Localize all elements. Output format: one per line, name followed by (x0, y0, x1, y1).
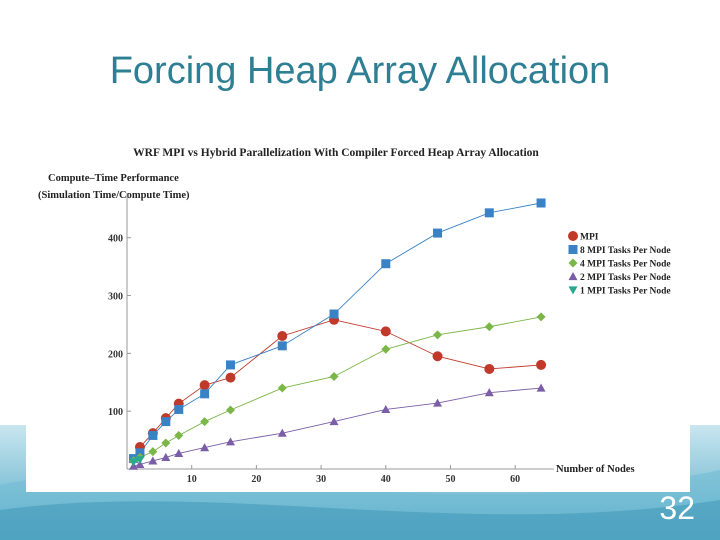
data-point-series-4 (381, 404, 391, 414)
x-axis-label: Number of Nodes (556, 464, 635, 475)
x-tick-label: 30 (316, 474, 326, 485)
y-tick-label: 200 (108, 349, 123, 360)
x-tick-label: 50 (445, 474, 455, 485)
x-tick-label: 60 (510, 474, 520, 485)
data-point-series-4 (226, 437, 236, 446)
data-point-series-4 (161, 452, 171, 462)
data-point-series-3 (174, 430, 184, 440)
data-point-series-1 (432, 351, 443, 362)
series-line-2 (133, 202, 542, 459)
data-point-series-2 (174, 404, 184, 414)
legend-label-4: 2 MPI Tasks Per Node (580, 273, 671, 283)
data-point-series-5 (135, 456, 145, 465)
legend-marker-3 (568, 258, 578, 268)
data-point-series-1 (484, 363, 495, 374)
data-point-series-4 (329, 417, 339, 426)
data-point-series-3 (433, 330, 443, 340)
data-point-series-1 (225, 372, 236, 383)
data-point-series-4 (536, 383, 546, 392)
data-point-series-3 (200, 417, 210, 427)
data-point-series-2 (484, 208, 494, 218)
data-point-series-4 (277, 428, 287, 437)
y-axis-label-line1: Compute–Time Performance (48, 173, 179, 184)
data-point-series-2 (433, 228, 443, 238)
data-point-series-3 (484, 322, 494, 332)
data-point-series-4 (484, 388, 494, 397)
data-point-series-2 (381, 259, 391, 269)
y-axis-label-line2: (Simulation Time/Compute Time) (38, 190, 190, 201)
chart-title: WRF MPI vs Hybrid Parallelization With C… (133, 147, 539, 159)
data-point-series-2 (200, 389, 210, 399)
chart-svg: WRF MPI vs Hybrid Parallelization With C… (38, 147, 671, 485)
data-point-series-3 (329, 371, 339, 381)
data-point-series-2 (161, 417, 171, 427)
legend-label-2: 8 MPI Tasks Per Node (580, 246, 671, 256)
data-point-series-4 (433, 398, 443, 407)
legend-marker-2 (568, 245, 578, 254)
data-point-series-3 (148, 447, 158, 457)
legend-label-3: 4 MPI Tasks Per Node (580, 260, 671, 270)
x-tick-label: 10 (187, 474, 197, 485)
data-point-series-3 (277, 383, 287, 393)
data-point-series-3 (381, 344, 391, 354)
data-point-series-2 (148, 430, 158, 440)
legend-marker-1 (568, 231, 578, 241)
y-tick-label: 100 (108, 407, 123, 418)
series-line-3 (133, 316, 542, 462)
data-point-series-4 (174, 448, 184, 457)
data-point-series-2 (329, 309, 339, 319)
x-tick-label: 40 (381, 474, 391, 485)
data-point-series-2 (277, 341, 287, 351)
chart-panel: WRF MPI vs Hybrid Parallelization With C… (26, 133, 690, 492)
data-point-series-3 (536, 312, 546, 322)
y-tick-label: 400 (108, 234, 123, 245)
data-point-series-2 (135, 448, 145, 458)
data-point-series-3 (161, 438, 171, 448)
legend-label-1: MPI (580, 233, 599, 243)
legend-label-5: 1 MPI Tasks Per Node (580, 287, 671, 297)
data-point-series-3 (226, 405, 236, 415)
data-point-series-2 (226, 360, 236, 370)
data-point-series-4 (148, 456, 158, 465)
data-point-series-1 (277, 331, 288, 341)
data-point-series-1 (199, 380, 210, 391)
data-point-series-2 (536, 198, 546, 208)
data-point-series-5 (128, 458, 138, 467)
legend-marker-4 (568, 272, 578, 281)
slide-title: Forcing Heap Array Allocation (109, 50, 611, 92)
slide-number: 32 (659, 490, 695, 526)
data-point-series-4 (200, 443, 210, 452)
data-point-series-1 (536, 359, 547, 370)
y-tick-label: 300 (108, 292, 123, 303)
x-tick-label: 20 (251, 474, 261, 485)
data-point-series-1 (380, 326, 391, 337)
legend-marker-5 (568, 286, 578, 295)
